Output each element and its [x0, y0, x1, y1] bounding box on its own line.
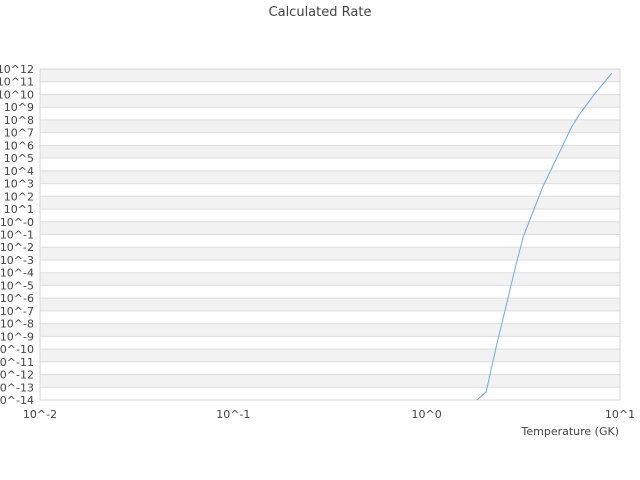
y-tick-label: 10^3: [4, 178, 34, 191]
y-tick-label: 10^7: [4, 127, 34, 140]
grid-band: [40, 323, 620, 337]
plot-frame: [39, 68, 621, 401]
y-tick-label: 10^8: [4, 114, 34, 127]
x-tick-labels: 10^-2 10^-1 10^0 10^1: [23, 408, 635, 421]
y-tick-label: 10^12: [0, 63, 34, 76]
y-tick-label: 10^5: [4, 152, 34, 165]
x-axis-label: Temperature (GK): [521, 425, 620, 438]
y-tick-label: 10^-2: [0, 241, 34, 254]
y-tick-label: 10^-3: [0, 254, 34, 267]
y-tick-label: 10^2: [4, 190, 34, 203]
grid-band: [40, 221, 620, 235]
grid-band: [40, 247, 620, 260]
y-tick-label: 10^-6: [0, 292, 34, 305]
grid-band: [40, 145, 620, 159]
y-tick-label: 10^-8: [0, 318, 34, 331]
grid-band: [40, 298, 620, 311]
y-tick-label: 10^-9: [0, 330, 34, 343]
y-tick-label: 10^-7: [0, 305, 34, 318]
y-tick-label: 10^-5: [0, 279, 34, 292]
y-tick-label: 10^-1: [0, 229, 34, 242]
y-tick-label: 10^11: [0, 76, 34, 89]
x-tick-label: 10^-2: [23, 408, 57, 421]
grid-band: [40, 119, 620, 133]
y-tick-label: 10^-14: [0, 394, 34, 407]
x-tick-label: 10^1: [605, 408, 635, 421]
grid-band: [40, 94, 620, 108]
y-tick-label: 10^-13: [0, 381, 34, 394]
y-tick-labels: 10^-1410^-1310^-1210^-1110^-1010^-910^-8…: [0, 63, 34, 407]
grid-bands: [40, 69, 620, 388]
x-tick-label: 10^0: [412, 408, 442, 421]
y-tick-label: 10^9: [4, 101, 34, 114]
y-tick-label: 10^-4: [0, 267, 34, 280]
y-tick-label: 10^4: [4, 165, 34, 178]
x-tick-label: 10^-1: [216, 408, 250, 421]
series-line: [476, 72, 613, 401]
grid-band: [40, 374, 620, 388]
y-tick-label: 10^6: [4, 139, 34, 152]
grid-band: [40, 170, 620, 184]
y-tick-label: 10^-0: [0, 216, 34, 229]
y-tick-label: 10^1: [4, 203, 34, 216]
y-tick-label: 10^10: [0, 88, 34, 101]
y-tick-label: 10^-11: [0, 356, 34, 369]
grid-band: [40, 272, 620, 286]
grid-band: [40, 69, 620, 82]
y-tick-label: 10^-10: [0, 343, 34, 356]
chart-title: Calculated Rate: [269, 5, 372, 20]
gridlines: [40, 68, 620, 401]
y-tick-label: 10^-12: [0, 369, 34, 382]
grid-band: [40, 349, 620, 362]
grid-band: [40, 196, 620, 210]
series-group: [476, 72, 613, 401]
